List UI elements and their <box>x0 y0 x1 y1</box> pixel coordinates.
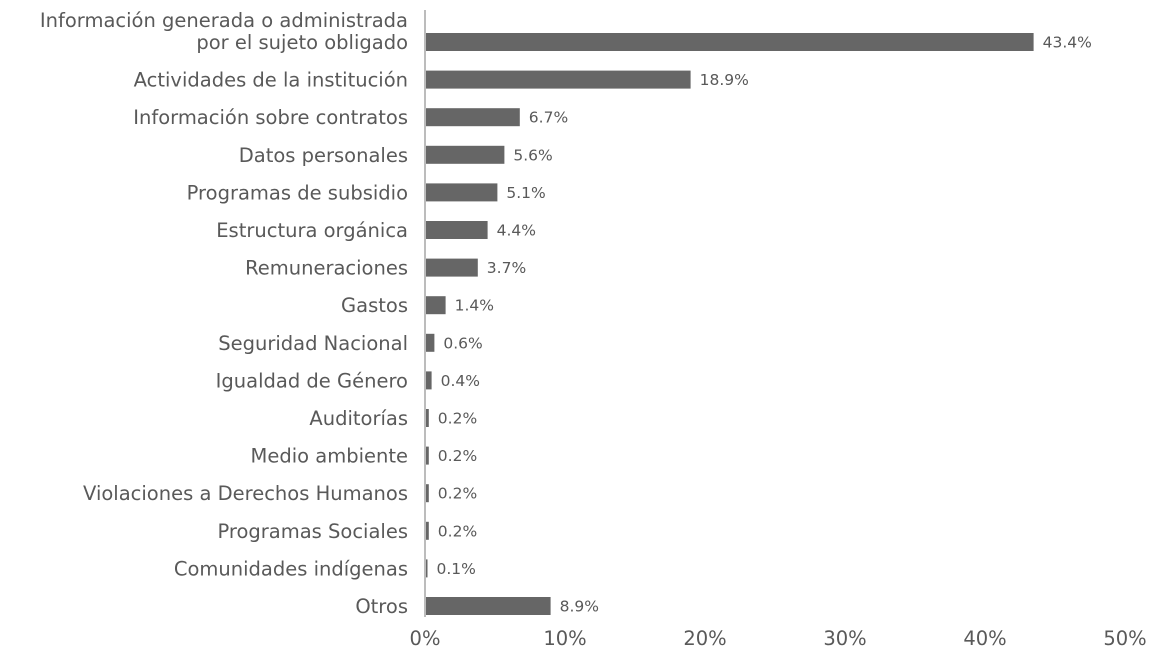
value-label-7: 1.4% <box>455 297 494 315</box>
bar-8 <box>426 333 435 352</box>
value-label-8: 0.6% <box>443 334 482 352</box>
value-label-1: 18.9% <box>700 71 749 89</box>
category-label-12: Violaciones a Derechos Humanos <box>83 482 408 505</box>
bar-13 <box>426 521 429 540</box>
category-label-4: Programas de subsidio <box>187 181 408 204</box>
category-label-2: Información sobre contratos <box>133 106 408 129</box>
value-label-15: 8.9% <box>560 598 599 616</box>
value-labels: 43.4% 18.9% 6.7% 5.6% 5.1% 4.4% 3.7% 1.4% 0.6% 0.… <box>437 34 1092 616</box>
bar-1 <box>426 70 691 89</box>
category-label-3: Datos personales <box>239 144 408 167</box>
bar-12 <box>426 484 429 503</box>
value-label-6: 3.7% <box>487 259 526 277</box>
bar-0 <box>426 33 1034 51</box>
category-label-9: Igualdad de Género <box>216 369 408 392</box>
value-label-5: 4.4% <box>497 222 536 240</box>
bar-11 <box>426 446 429 465</box>
x-tick-label-1: 10% <box>543 627 586 650</box>
bar-10 <box>426 409 429 427</box>
value-label-10: 0.2% <box>438 410 477 428</box>
bar-2 <box>426 108 520 127</box>
value-label-9: 0.4% <box>441 372 480 390</box>
value-label-0: 43.4% <box>1043 34 1092 52</box>
value-label-14: 0.1% <box>437 560 476 578</box>
category-label-13: Programas Sociales <box>217 520 408 543</box>
category-label-10: Auditorías <box>309 407 408 430</box>
value-label-2: 6.7% <box>529 109 568 127</box>
category-label-8: Seguridad Nacional <box>218 332 408 355</box>
category-label-14: Comunidades indígenas <box>174 557 408 580</box>
value-label-13: 0.2% <box>438 522 477 540</box>
value-label-4: 5.1% <box>506 184 545 202</box>
category-label-0: Información generada o administrada por e… <box>40 9 408 54</box>
category-label-1: Actividades de la institución <box>134 69 408 92</box>
bar-14 <box>426 559 428 578</box>
x-tick-labels: 0% 10% 20% 30% 40% 50% <box>410 627 1147 650</box>
value-label-12: 0.2% <box>438 485 477 503</box>
x-tick-label-0: 0% <box>410 627 441 650</box>
value-label-3: 5.6% <box>513 146 552 164</box>
value-label-11: 0.2% <box>438 447 477 465</box>
category-label-11: Medio ambiente <box>251 445 409 468</box>
category-label-15: Otros <box>355 595 408 618</box>
x-tick-label-3: 30% <box>823 627 866 650</box>
category-label-7: Gastos <box>341 294 408 317</box>
x-tick-label-4: 40% <box>963 627 1006 650</box>
x-tick-label-2: 20% <box>683 627 726 650</box>
bar-4 <box>426 183 498 202</box>
category-label-5: Estructura orgánica <box>216 219 408 242</box>
bar-7 <box>426 296 446 315</box>
x-tick-label-5: 50% <box>1103 627 1146 650</box>
category-labels: Información generada o administrada por e… <box>40 9 408 618</box>
category-label-6: Remuneraciones <box>245 257 408 280</box>
bar-6 <box>426 258 478 277</box>
bar-9 <box>426 371 432 390</box>
bar-5 <box>426 221 488 239</box>
bar-15 <box>426 597 551 615</box>
bar-3 <box>426 145 505 164</box>
bars-layer <box>426 33 1034 615</box>
